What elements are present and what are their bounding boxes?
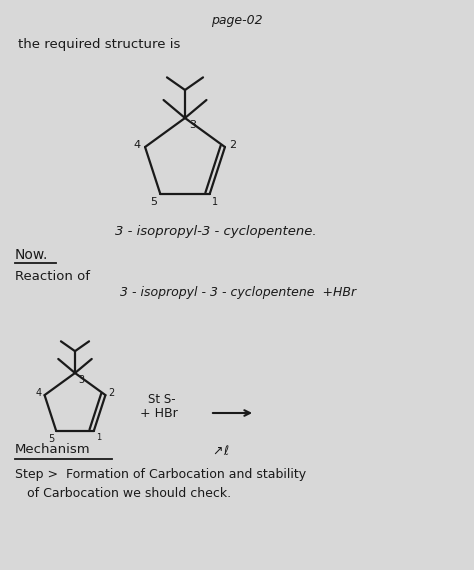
Text: 5: 5 (150, 197, 157, 207)
Text: page-02: page-02 (211, 14, 263, 27)
Text: of Carbocation we should check.: of Carbocation we should check. (15, 487, 231, 500)
Text: 4: 4 (134, 140, 141, 150)
Text: the required structure is: the required structure is (18, 38, 181, 51)
Text: 1: 1 (96, 433, 101, 442)
Text: Mechanism: Mechanism (15, 443, 91, 456)
Text: Now.: Now. (15, 248, 48, 262)
Text: 3 - isopropyl - 3 - cyclopentene  +HBr: 3 - isopropyl - 3 - cyclopentene +HBr (120, 286, 356, 299)
Text: St S-: St S- (148, 393, 176, 406)
Text: 3: 3 (189, 120, 196, 130)
Text: 2: 2 (109, 388, 115, 398)
Text: 4: 4 (36, 388, 42, 398)
Text: $\nearrow\!\ell$: $\nearrow\!\ell$ (210, 444, 230, 458)
Text: + HBr: + HBr (140, 407, 178, 420)
Text: 1: 1 (212, 197, 218, 207)
Text: 2: 2 (229, 140, 236, 150)
Text: Step >  Formation of Carbocation and stability: Step > Formation of Carbocation and stab… (15, 468, 306, 481)
Text: 3: 3 (78, 375, 84, 385)
Text: Reaction of: Reaction of (15, 270, 90, 283)
Text: 3 - isopropyl-3 - cyclopentene.: 3 - isopropyl-3 - cyclopentene. (115, 225, 317, 238)
Text: 5: 5 (48, 434, 54, 444)
